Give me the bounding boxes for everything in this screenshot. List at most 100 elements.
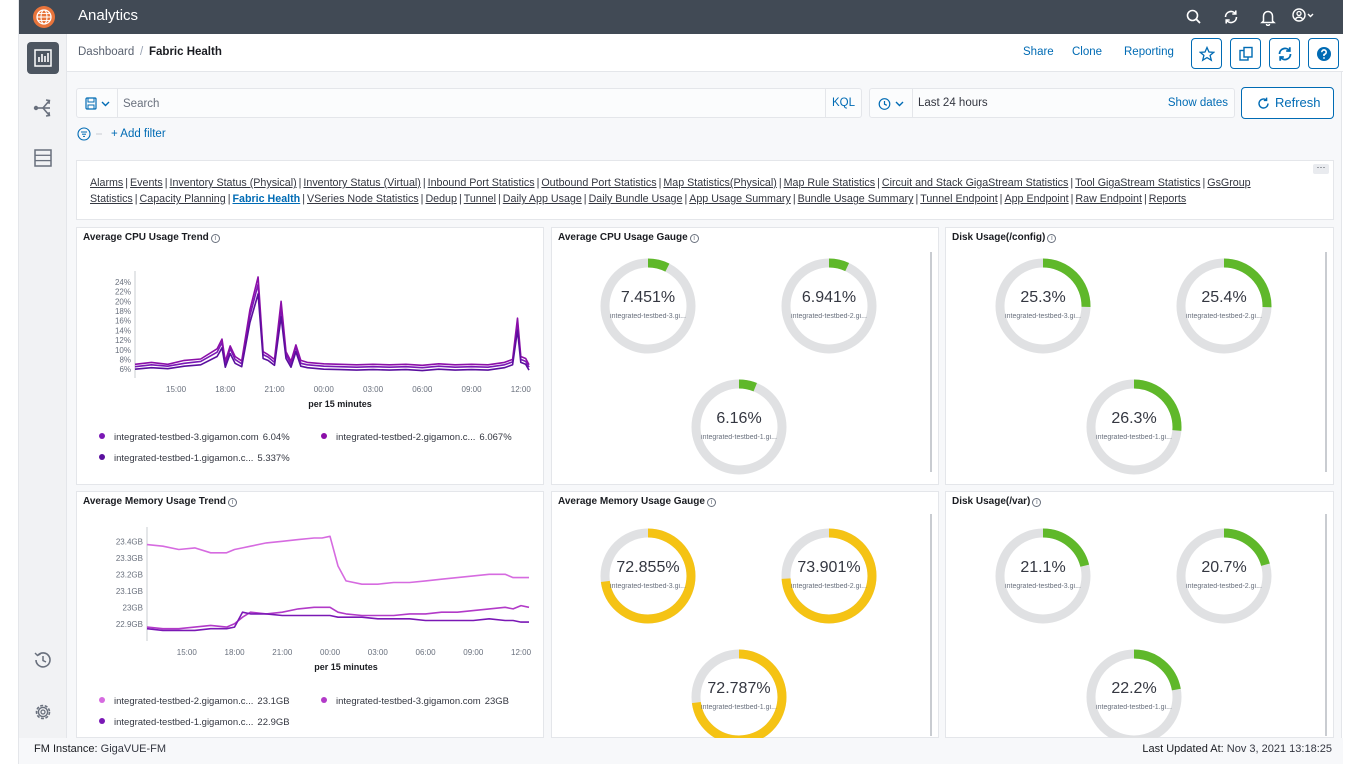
- refresh-icon: [1258, 97, 1269, 109]
- clone-link[interactable]: Clone: [1072, 46, 1103, 58]
- legend-item[interactable]: integrated-testbed-1.gigamon.c... 5.337%: [99, 453, 290, 464]
- time-range-value[interactable]: Last 24 hours: [918, 97, 988, 109]
- dashboard-link[interactable]: Map Rule Statistics: [783, 177, 876, 189]
- search-icon[interactable]: [1185, 8, 1203, 26]
- dashboard-link[interactable]: Capacity Planning: [139, 193, 226, 205]
- legend-item[interactable]: integrated-testbed-2.gigamon.c... 23.1GB: [99, 696, 290, 707]
- gauge-value: 73.901%: [797, 559, 861, 576]
- scrollbar[interactable]: [1325, 514, 1327, 736]
- gear-icon: [35, 704, 51, 720]
- link-separator: |: [422, 177, 426, 189]
- legend-item[interactable]: integrated-testbed-1.gigamon.c... 22.9GB: [99, 717, 290, 728]
- panel-menu-icon[interactable]: ···: [1313, 163, 1329, 174]
- clock-icon[interactable]: [878, 97, 908, 116]
- series-line[interactable]: [146, 535, 529, 585]
- dashboard-link[interactable]: Outbound Port Statistics: [541, 177, 657, 189]
- link-separator: |: [298, 177, 302, 189]
- dashboard-link[interactable]: Inbound Port Statistics: [427, 177, 535, 189]
- link-separator: |: [498, 193, 501, 205]
- show-dates-link[interactable]: Show dates: [1167, 97, 1228, 109]
- add-filter-link[interactable]: + Add filter: [111, 128, 166, 140]
- dashboard-link[interactable]: Dedup: [425, 193, 457, 205]
- legend-item[interactable]: integrated-testbed-3.gigamon.com 6.04%: [99, 432, 290, 443]
- dashboard-link[interactable]: Reports: [1148, 193, 1187, 205]
- footer: FM Instance: GigaVUE-FM Last Updated At:…: [19, 738, 1343, 764]
- saved-query-icon[interactable]: [85, 97, 115, 116]
- x-tick-label: 09:00: [463, 648, 484, 657]
- legend-dot: [99, 718, 105, 724]
- sync-icon[interactable]: [1222, 8, 1240, 26]
- reporting-link[interactable]: Reporting: [1124, 46, 1174, 58]
- y-tick-label: 20%: [115, 297, 131, 306]
- sidebar-item-analytics[interactable]: [27, 42, 59, 74]
- gauge: 72.855% integrated-testbed-3.gi...: [598, 526, 698, 626]
- dashboard-link[interactable]: Bundle Usage Summary: [797, 193, 914, 205]
- bell-icon[interactable]: [1259, 8, 1277, 27]
- series-line[interactable]: [134, 276, 530, 367]
- dashboard-link[interactable]: Daily App Usage: [502, 193, 582, 205]
- time-divider: [912, 89, 913, 117]
- kql-toggle[interactable]: KQL: [825, 89, 861, 117]
- dashboard-link[interactable]: Daily Bundle Usage: [588, 193, 683, 205]
- dashboard-link[interactable]: Map Statistics(Physical): [663, 177, 777, 189]
- x-axis-label: per 15 minutes: [308, 399, 372, 409]
- series-line[interactable]: [146, 611, 529, 632]
- info-icon[interactable]: i: [706, 498, 716, 507]
- info-icon[interactable]: i: [228, 498, 238, 507]
- info-icon[interactable]: i: [689, 234, 699, 243]
- info-icon[interactable]: i: [210, 234, 220, 243]
- help-button[interactable]: [1308, 38, 1339, 69]
- dashboard-link[interactable]: Inventory Status (Physical): [169, 177, 297, 189]
- gauge-value: 20.7%: [1201, 559, 1247, 576]
- sidebar-item-inventory[interactable]: [27, 142, 59, 174]
- dashboard-link[interactable]: Tool GigaStream Statistics: [1075, 177, 1201, 189]
- sidebar-item-traffic[interactable]: [27, 92, 59, 124]
- scrollbar[interactable]: [930, 514, 932, 736]
- dashboard-link[interactable]: Raw Endpoint: [1075, 193, 1142, 205]
- series-line[interactable]: [134, 293, 530, 372]
- gauge-arc: [600, 258, 696, 354]
- info-icon[interactable]: i: [1032, 498, 1042, 507]
- dashboard-link[interactable]: Fabric Health: [232, 193, 301, 205]
- legend-item[interactable]: integrated-testbed-2.gigamon.c... 6.067%: [321, 432, 512, 443]
- dashboard-link[interactable]: Circuit and Stack GigaStream Statistics: [881, 177, 1069, 189]
- gauge-label: integrated-testbed-1.gi...: [1096, 704, 1172, 711]
- reload-button[interactable]: [1269, 38, 1300, 69]
- user-menu-icon[interactable]: [1291, 8, 1317, 26]
- gauge: 20.7% integrated-testbed-2.gi...: [1174, 526, 1274, 626]
- search-input[interactable]: [123, 93, 823, 115]
- sidebar-item-history[interactable]: [27, 644, 59, 676]
- copy-button[interactable]: [1230, 38, 1261, 69]
- globe-logo-icon[interactable]: [33, 6, 55, 28]
- x-tick-label: 15:00: [177, 648, 198, 657]
- dashboard-link[interactable]: Events: [130, 177, 163, 189]
- panel-title: Average CPU Usage Trend i: [83, 232, 220, 243]
- gauge: 73.901% integrated-testbed-2.gi...: [779, 526, 879, 626]
- dashboard-link[interactable]: Inventory Status (Virtual): [303, 177, 421, 189]
- refresh-button[interactable]: Refresh: [1241, 87, 1334, 119]
- info-icon[interactable]: i: [1047, 234, 1057, 243]
- dashboard-link[interactable]: VSeries Node Statistics: [306, 193, 419, 205]
- gauge-label: integrated-testbed-3.gi...: [610, 313, 686, 320]
- gauge-arc: [781, 528, 877, 624]
- panel-title: Disk Usage(/var) i: [952, 496, 1042, 507]
- sidebar-item-settings[interactable]: [27, 696, 59, 728]
- link-separator: |: [420, 193, 424, 205]
- dashboard-link[interactable]: Tunnel: [463, 193, 496, 205]
- dashboard-link[interactable]: Tunnel Endpoint: [920, 193, 998, 205]
- scrollbar[interactable]: [930, 252, 932, 472]
- scrollbar[interactable]: [1325, 252, 1327, 472]
- dashboard-link[interactable]: App Endpoint: [1004, 193, 1069, 205]
- filter-icon[interactable]: [77, 127, 107, 146]
- dashboard-link[interactable]: Alarms: [90, 177, 124, 189]
- dashboard-link[interactable]: GsGroup Statistics: [90, 177, 1251, 205]
- share-link[interactable]: Share: [1023, 46, 1054, 58]
- server-rack-icon: [34, 149, 52, 167]
- series-line[interactable]: [146, 604, 530, 630]
- breadcrumb-dashboard[interactable]: Dashboard: [78, 46, 135, 58]
- panel-cpu-gauge: Average CPU Usage Gauge i 7.451% integrate…: [551, 227, 939, 485]
- favorite-button[interactable]: [1191, 38, 1222, 69]
- dashboard-link[interactable]: App Usage Summary: [689, 193, 791, 205]
- series-line[interactable]: [134, 283, 530, 369]
- legend-item[interactable]: integrated-testbed-3.gigamon.com 23GB: [321, 696, 509, 707]
